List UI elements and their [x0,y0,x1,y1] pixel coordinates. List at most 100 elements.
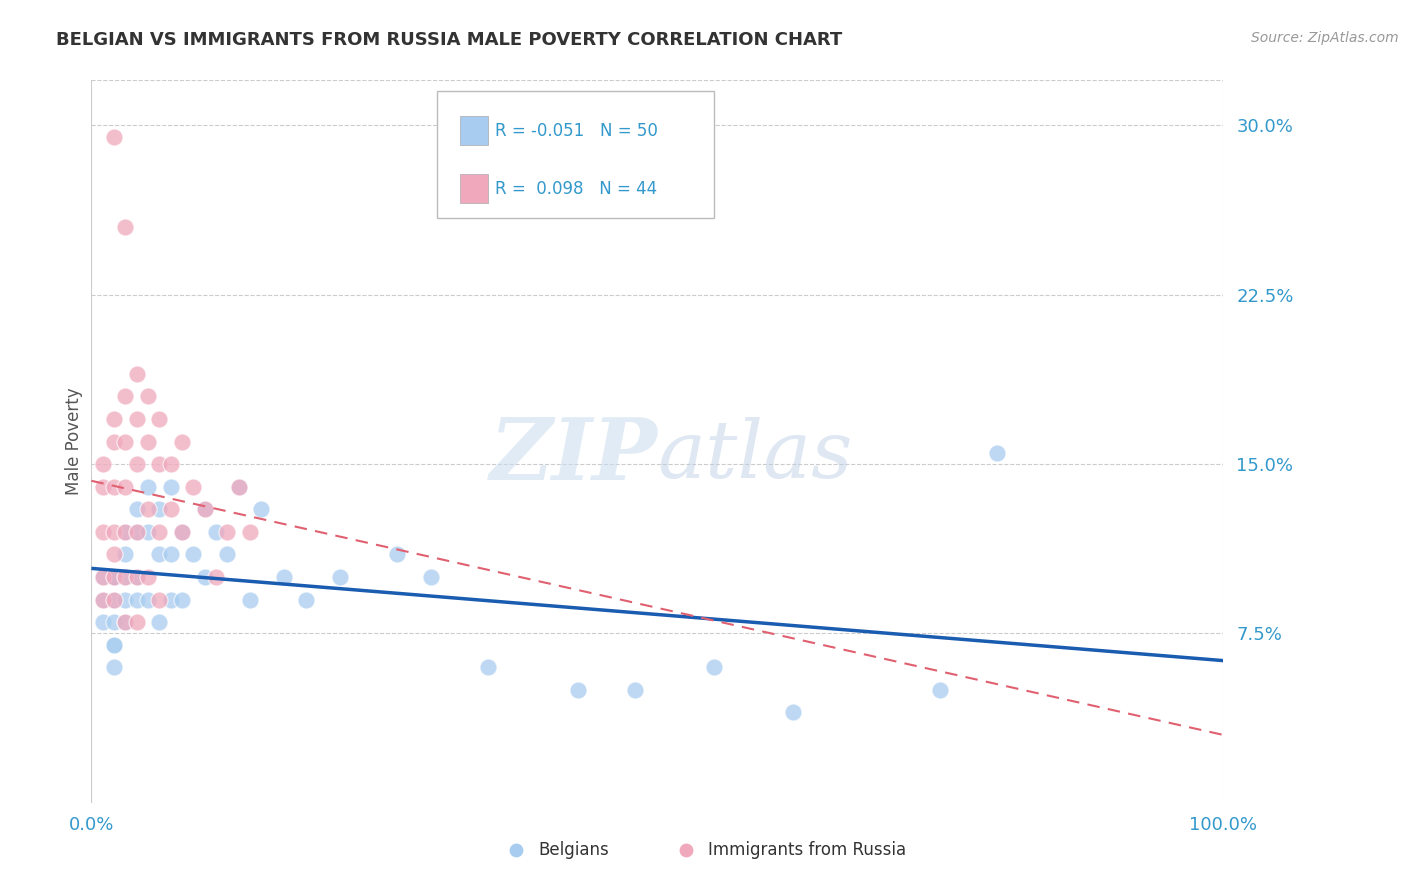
Point [103,615,125,630]
Point [385,548,408,562]
Point [623,682,645,697]
Point [125,524,148,539]
Point [125,502,148,516]
Point [125,524,148,539]
Point [181,548,204,562]
Point [986,446,1008,460]
Point [295,592,318,607]
Point [114,615,136,630]
Point [125,592,148,607]
Point [170,524,193,539]
Point [91,457,114,471]
Text: Belgians: Belgians [538,841,609,859]
Point [228,480,250,494]
Point [103,480,125,494]
Point [103,592,125,607]
Point [148,457,170,471]
Point [148,548,170,562]
Point [114,615,136,630]
Point [103,570,125,584]
Point [103,570,125,584]
Point [125,367,148,381]
Point [136,524,159,539]
Text: atlas: atlas [657,417,852,495]
Point [114,389,136,403]
Point [170,592,193,607]
FancyBboxPatch shape [460,117,488,145]
Point [91,480,114,494]
Point [103,524,125,539]
Point [567,682,589,697]
Text: R = -0.051   N = 50: R = -0.051 N = 50 [495,122,658,140]
Point [136,592,159,607]
FancyBboxPatch shape [437,91,714,218]
Point [170,434,193,449]
Point [148,615,170,630]
Point [929,682,952,697]
Point [159,457,181,471]
Point [136,434,159,449]
Point [114,570,136,584]
Text: R =  0.098   N = 44: R = 0.098 N = 44 [495,179,658,198]
Point [136,389,159,403]
Point [703,660,725,674]
Point [205,524,228,539]
Point [181,480,204,494]
Point [148,412,170,426]
Point [136,480,159,494]
Point [250,502,273,516]
Point [114,548,136,562]
Point [239,524,262,539]
Point [193,570,217,584]
Point [477,660,499,674]
Point [329,570,352,584]
Point [228,480,250,494]
Text: Source: ZipAtlas.com: Source: ZipAtlas.com [1251,31,1399,45]
Point [91,570,114,584]
Point [103,548,125,562]
Point [193,502,217,516]
Point [114,524,136,539]
Point [91,570,114,584]
Point [159,592,181,607]
Point [125,412,148,426]
Point [148,502,170,516]
Point [170,524,193,539]
Point [419,570,441,584]
Point [91,592,114,607]
Text: ZIP: ZIP [489,414,657,498]
Point [125,615,148,630]
Point [103,434,125,449]
Point [148,524,170,539]
Point [114,434,136,449]
Point [103,592,125,607]
Point [125,570,148,584]
Point [91,524,114,539]
Point [103,412,125,426]
Point [782,706,804,720]
Point [217,524,239,539]
Point [103,660,125,674]
Point [136,570,159,584]
Point [103,129,125,144]
Y-axis label: Male Poverty: Male Poverty [65,388,83,495]
Point [159,480,181,494]
Point [239,592,262,607]
Point [103,638,125,652]
Point [114,480,136,494]
Point [148,592,170,607]
Point [114,570,136,584]
Point [159,548,181,562]
Point [114,524,136,539]
Point [91,592,114,607]
Point [217,548,239,562]
Point [193,502,217,516]
Point [125,570,148,584]
Text: Immigrants from Russia: Immigrants from Russia [709,841,907,859]
Point [114,220,136,235]
Point [125,457,148,471]
Point [103,638,125,652]
Point [273,570,295,584]
Text: BELGIAN VS IMMIGRANTS FROM RUSSIA MALE POVERTY CORRELATION CHART: BELGIAN VS IMMIGRANTS FROM RUSSIA MALE P… [56,31,842,49]
FancyBboxPatch shape [460,174,488,203]
